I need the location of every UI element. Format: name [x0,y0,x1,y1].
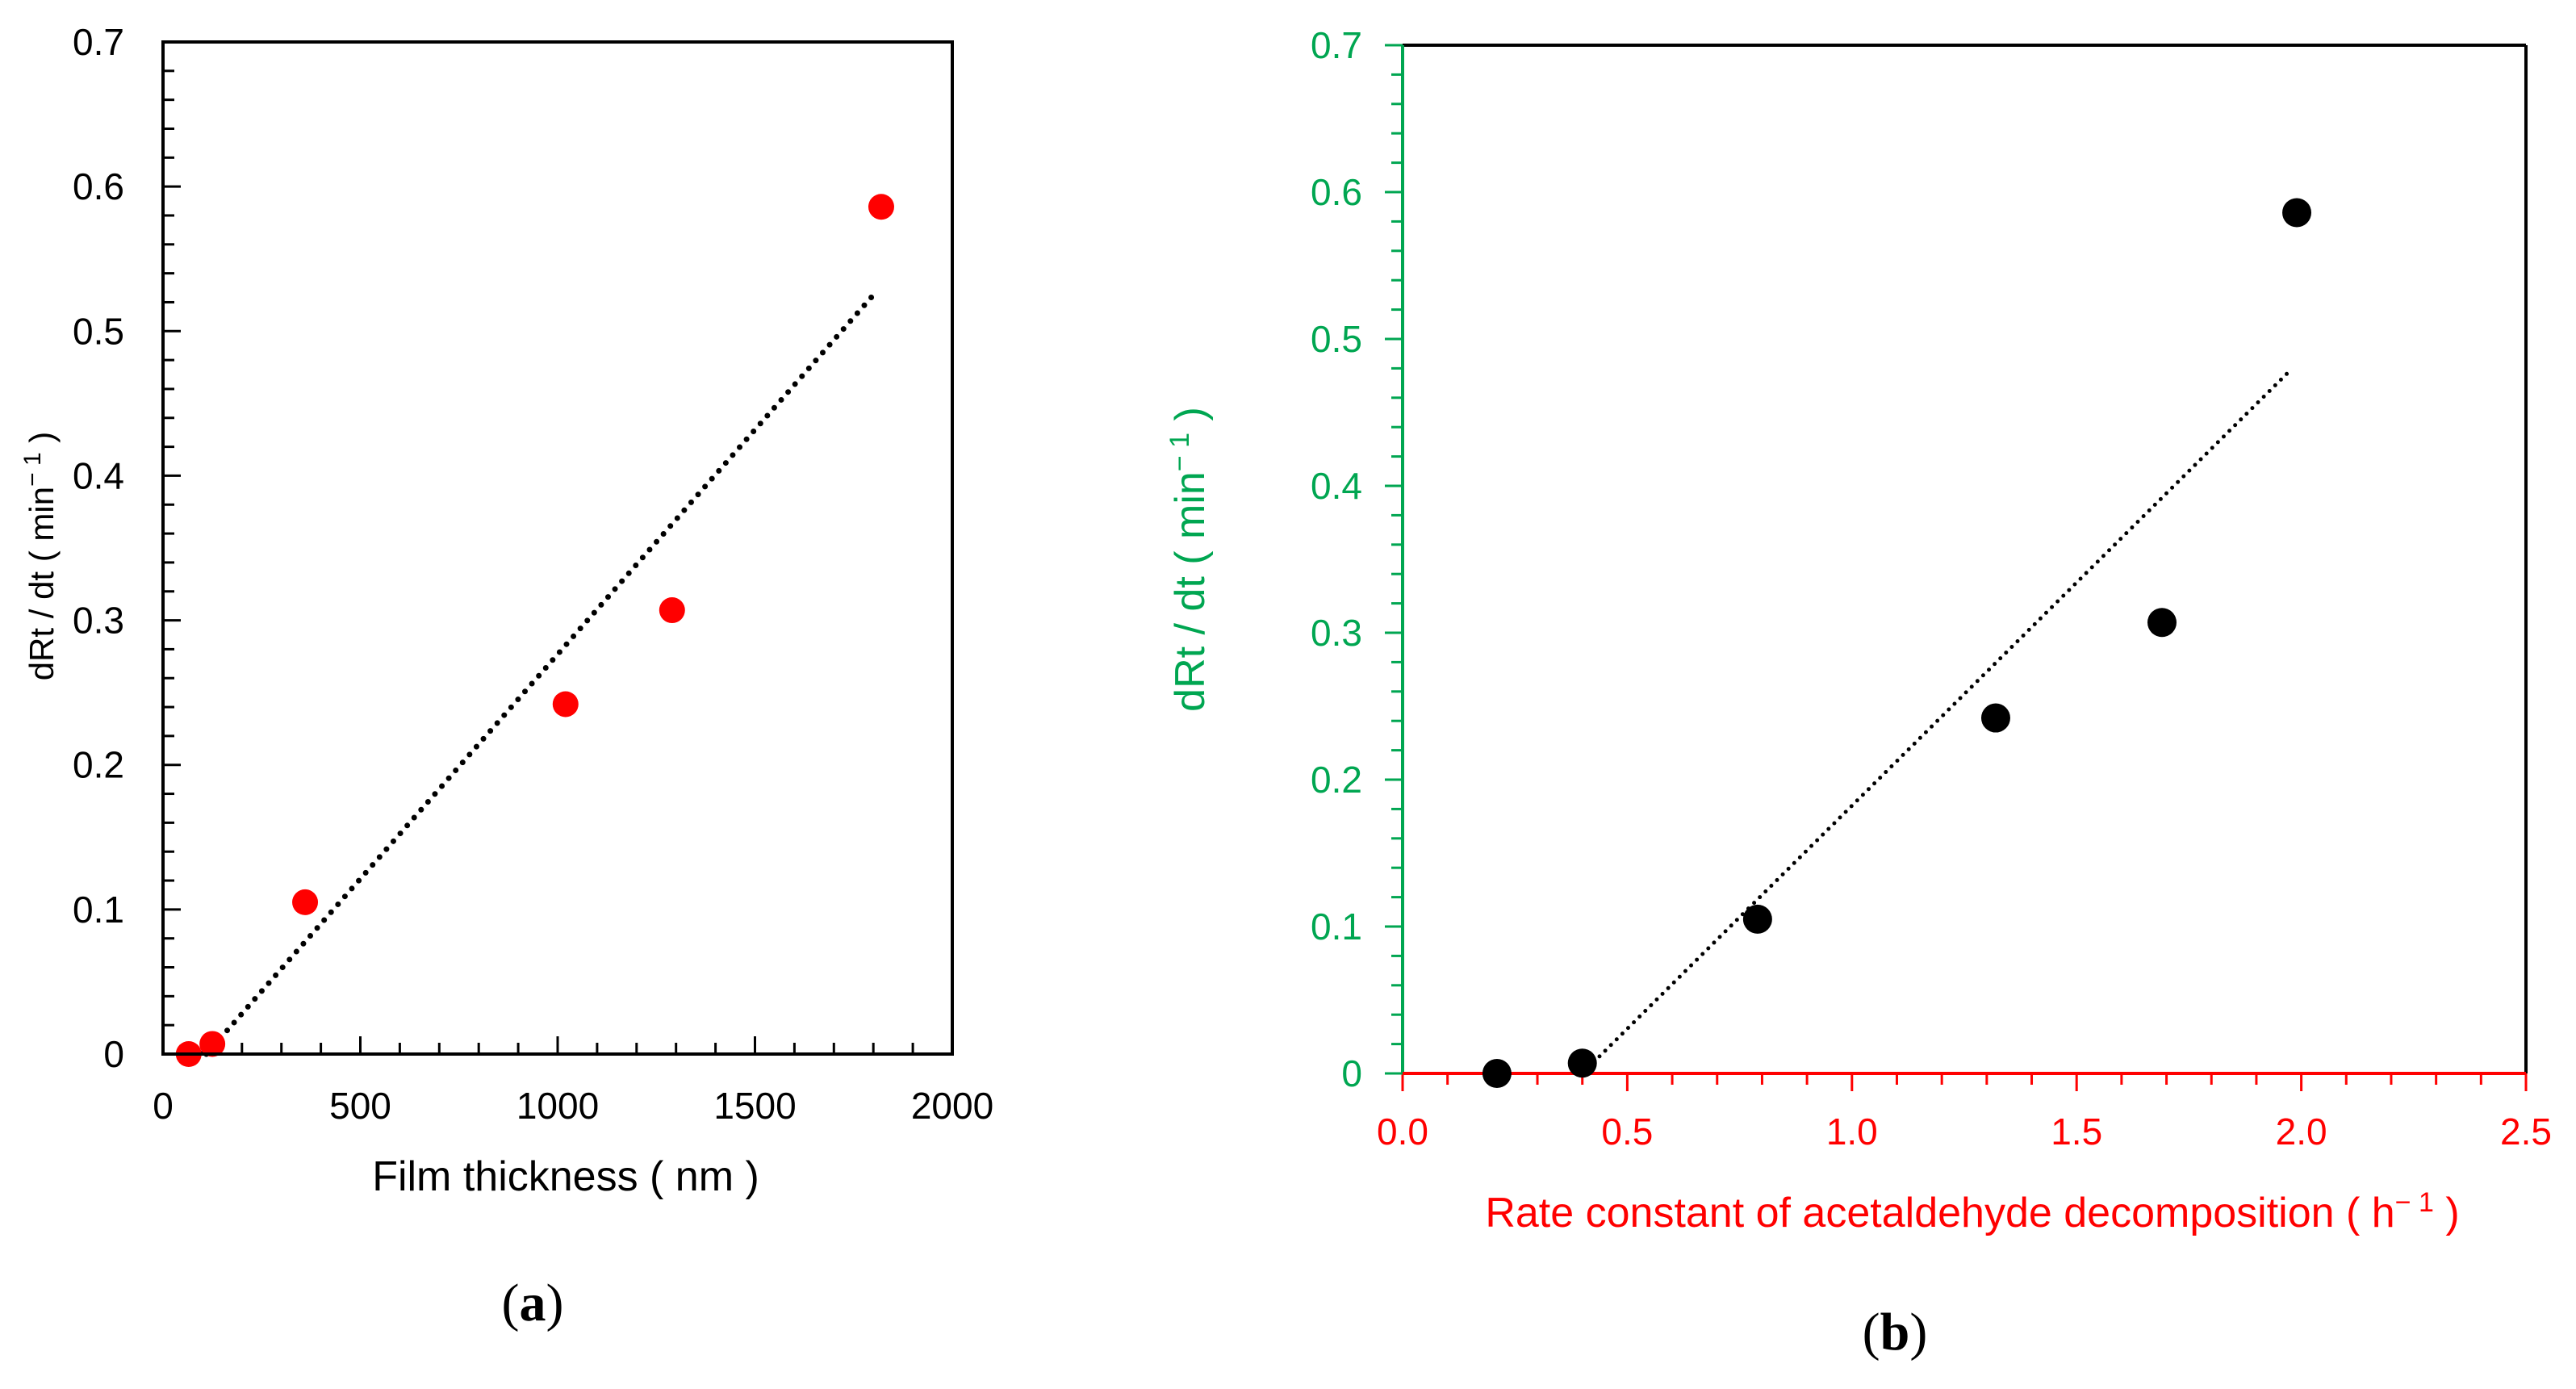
panel-b-data-point [1980,703,2010,733]
panel-b-x-tick-label: 2.0 [2276,1111,2327,1153]
panel-a-y-tick-label: 0 [103,1033,124,1075]
panel-a-data-points [175,194,894,1067]
panel-b-y-title-main: dRt / dt ( min [1167,471,1214,712]
panel-a-y-tick-label: 0.3 [73,600,124,642]
panel-a-trendline [203,292,876,1057]
panel-b-y-title-close: ) [1167,407,1214,433]
panel-b-data-point [1742,904,1772,934]
panel-a-y-tick-label: 0.4 [73,454,124,496]
panel-a-y-tick-label: 0.7 [73,21,124,63]
panel-b-y-title-exponent: − 1 [1165,433,1195,471]
panel-a-x-tick-label: 500 [329,1085,391,1127]
panel-b-label-open: ( [1863,1303,1880,1362]
panel-a-label-letter: a [520,1274,546,1333]
panel-a-x-tick-label: 2000 [911,1085,993,1127]
panel-a-label-close: ) [546,1274,564,1333]
panel-a-data-point [292,889,319,915]
panel-b-label-close: ) [1909,1303,1927,1362]
panel-b-y-tick-label: 0.5 [1311,318,1362,360]
panel-a-x-tick-label: 0 [153,1085,174,1127]
panel-b-label-letter: b [1880,1303,1910,1362]
panel-b-y-tick-label: 0.3 [1311,612,1362,654]
panel-a-y-tick-label: 0.6 [73,165,124,207]
panel-a-y-title-main: dRt / dt ( min [23,487,61,680]
panel-a-plot-frame [161,40,954,1056]
panel-a-y-tick-label: 0.2 [73,744,124,786]
panel-a-x-axis-title: Film thickness ( nm ) [372,1153,759,1200]
panel-b-x-tick-label: 0.0 [1377,1111,1428,1153]
panel-b-x-title-close: ) [2434,1190,2460,1236]
panel-a-y-tick-label: 0.1 [73,889,124,931]
panel-a-data-point [552,691,579,718]
panel-b-tick-labels: 0.0 0.5 1.0 1.5 2.0 2.5 0 0.1 0.2 0.3 0.4 0.5 0.6 0.7 [1311,24,2552,1153]
panel-b-y-tick-label: 0.1 [1311,906,1362,948]
panel-a-y-title-close: ) [23,432,61,453]
panel-a-trendline-group [203,292,876,1057]
panel-b-y-tick-label: 0 [1341,1052,1362,1094]
panel-a-tick-labels: 0 500 1000 1500 2000 0 0.1 0.2 0.3 0.4 0.5 0.6 0.7 [73,21,993,1127]
panel-b-data-point [2147,608,2177,638]
panel-b-x-axis-title: Rate constant of acetaldehyde decomposit… [1485,1187,2459,1236]
chart-panel-a: 0 500 1000 1500 2000 0 0.1 0.2 0.3 0.4 0.5 0.6 0.7 F… [19,21,994,1333]
panel-b-y-axis-title: dRt / dt ( min− 1 ) [1165,407,1214,712]
panel-b-data-point [2282,198,2312,228]
panel-b-x-tick-label: 1.0 [1826,1111,1878,1153]
panel-b-data-point [1482,1059,1512,1088]
panel-a-label: (a) [502,1274,564,1333]
panel-b-y-tick-label: 0.6 [1311,171,1362,213]
panel-a-data-point [659,597,685,624]
panel-a-x-tick-label: 1500 [713,1085,796,1127]
panel-a-label-open: ( [502,1274,520,1333]
panel-b-x-tick-label: 2.5 [2500,1111,2552,1153]
panel-b-y-tick-label: 0.2 [1311,759,1362,801]
panel-b-x-title-main: Rate constant of acetaldehyde decomposit… [1485,1190,2394,1236]
panel-b-x-tick-label: 1.5 [2051,1111,2102,1153]
panel-b-label: (b) [1863,1303,1928,1362]
panel-b-y-tick-label: 0.7 [1311,24,1362,66]
panel-b-ticks [1385,44,2528,1091]
panel-a-y-tick-label: 0.5 [73,310,124,352]
panel-a-data-point [199,1031,226,1057]
panel-a-y-axis-title: dRt / dt ( min− 1 ) [19,432,61,681]
panel-b-y-tick-label: 0.4 [1311,465,1362,507]
panel-b-data-points [1482,198,2312,1088]
panel-b-x-tick-label: 0.5 [1601,1111,1653,1153]
panel-b-trendline-group [1580,366,2294,1076]
chart-panel-b: 0.0 0.5 1.0 1.5 2.0 2.5 0 0.1 0.2 0.3 0.4 0.5 0.6 0.7… [1165,24,2552,1362]
panel-a-ticks [161,40,954,1056]
panel-a-y-title-exponent: − 1 [19,452,46,487]
panel-b-x-title-exponent: − 1 [2395,1187,2434,1218]
panel-b-trendline [1580,366,2294,1076]
panel-a-x-tick-label: 1000 [516,1085,599,1127]
panel-b-data-point [1567,1048,1597,1078]
panel-a-data-point [868,194,894,220]
